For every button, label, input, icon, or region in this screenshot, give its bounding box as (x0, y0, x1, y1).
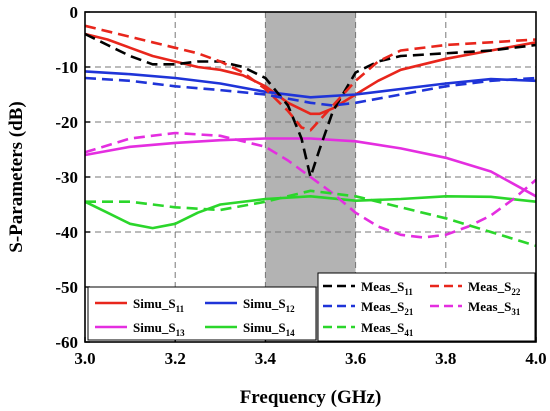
legend-label: Meas_S41 (361, 320, 414, 338)
y-tick-label: -50 (55, 278, 78, 297)
series-layer (84, 24, 537, 248)
x-tick-label: 4.0 (525, 349, 546, 368)
series-line-simu-s12 (84, 70, 537, 99)
series-line-simu-s13 (84, 137, 537, 198)
legend-item-simu-s11: Simu_S11 (95, 296, 185, 314)
legend-item-simu-s13: Simu_S13 (95, 320, 185, 338)
y-tick-label: -10 (55, 58, 78, 77)
y-tick-label: -30 (55, 168, 78, 187)
y-tick-label: -40 (55, 223, 78, 242)
legend-item-meas-s31: Meas_S31 (430, 299, 521, 317)
x-axis-title: Frequency (GHz) (240, 387, 382, 408)
legend-label: Meas_S11 (361, 279, 413, 297)
legend-label: Simu_S14 (243, 320, 295, 338)
y-tick-label: -60 (55, 333, 78, 352)
x-tick-label: 3.0 (74, 349, 95, 368)
tick-layer: 3.0 3.2 3.4 3.6 3.8 4.0 0 -10 -20 -30 -40 -50 -60 (55, 3, 546, 368)
legend-label: Simu_S12 (243, 296, 295, 314)
y-axis-title: S-Parameters (dB) (6, 101, 27, 252)
y-tick-label: 0 (70, 3, 79, 22)
series-line-meas-s11 (84, 32, 537, 179)
legend-box-simulated (87, 286, 317, 341)
legend-item-simu-s14: Simu_S14 (205, 320, 295, 338)
x-tick-label: 3.4 (255, 349, 277, 368)
y-tick-label: -20 (55, 113, 78, 132)
series-line-meas-s21 (84, 76, 537, 107)
legend-item-meas-s22: Meas_S22 (430, 279, 521, 297)
series-line-simu-s11 (84, 32, 537, 116)
legend-label: Meas_S22 (468, 279, 521, 297)
series-line-meas-s22 (84, 24, 537, 132)
series-line-simu-s14 (84, 195, 537, 230)
legend-label: Meas_S21 (361, 299, 414, 317)
x-tick-label: 3.6 (345, 349, 366, 368)
legend-label: Simu_S13 (133, 320, 185, 338)
legend-item-meas-s41: Meas_S41 (323, 320, 414, 338)
x-tick-label: 3.8 (435, 349, 456, 368)
legend-item-meas-s21: Meas_S21 (323, 299, 414, 317)
legend-label: Simu_S11 (133, 296, 185, 314)
x-tick-label: 3.2 (165, 349, 186, 368)
series-line-meas-s31 (84, 131, 537, 239)
series-line-meas-s41 (85, 189, 537, 248)
legend-layer: Simu_S11 Simu_S12 Simu_S13 Simu_S14 Meas_S11… (87, 272, 536, 342)
legend-label: Meas_S31 (468, 299, 521, 317)
legend-item-simu-s12: Simu_S12 (205, 296, 295, 314)
legend-item-meas-s11: Meas_S11 (323, 279, 413, 297)
